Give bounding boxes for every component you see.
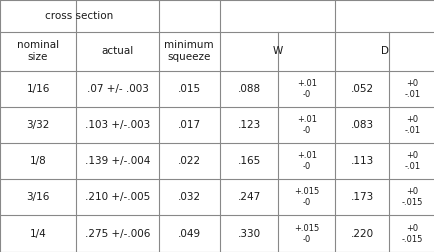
Text: .220: .220 bbox=[350, 229, 373, 239]
Text: .07 +/- .003: .07 +/- .003 bbox=[86, 84, 148, 94]
Text: cross section: cross section bbox=[45, 11, 113, 21]
Text: .083: .083 bbox=[350, 120, 373, 130]
Text: .015: .015 bbox=[177, 84, 201, 94]
Text: .123: .123 bbox=[237, 120, 260, 130]
Text: .103 +/-.003: .103 +/-.003 bbox=[85, 120, 150, 130]
Text: +0
-.01: +0 -.01 bbox=[403, 79, 419, 99]
Text: +0
-.015: +0 -.015 bbox=[401, 187, 422, 207]
Text: .275 +/-.006: .275 +/-.006 bbox=[85, 229, 150, 239]
Text: .032: .032 bbox=[177, 192, 201, 202]
Text: 1/16: 1/16 bbox=[26, 84, 49, 94]
Text: .017: .017 bbox=[177, 120, 201, 130]
Text: +.015
-0: +.015 -0 bbox=[293, 224, 319, 244]
Text: actual: actual bbox=[101, 46, 133, 56]
Text: minimum
squeeze: minimum squeeze bbox=[164, 40, 214, 62]
Text: .049: .049 bbox=[177, 229, 201, 239]
Text: +.01
-0: +.01 -0 bbox=[296, 115, 316, 135]
Text: 1/4: 1/4 bbox=[30, 229, 46, 239]
Text: .139 +/-.004: .139 +/-.004 bbox=[85, 156, 150, 166]
Text: .052: .052 bbox=[350, 84, 373, 94]
Text: .330: .330 bbox=[237, 229, 260, 239]
Text: +0
-.01: +0 -.01 bbox=[403, 151, 419, 171]
Text: .165: .165 bbox=[237, 156, 260, 166]
Text: +0
-.015: +0 -.015 bbox=[401, 224, 422, 244]
Text: D: D bbox=[380, 46, 388, 56]
Text: 1/8: 1/8 bbox=[30, 156, 46, 166]
Text: +.01
-0: +.01 -0 bbox=[296, 79, 316, 99]
Text: .210 +/-.005: .210 +/-.005 bbox=[85, 192, 150, 202]
Text: +.01
-0: +.01 -0 bbox=[296, 151, 316, 171]
Text: nominal
size: nominal size bbox=[17, 40, 59, 62]
Text: W: W bbox=[272, 46, 282, 56]
Text: .173: .173 bbox=[350, 192, 373, 202]
Text: 3/32: 3/32 bbox=[26, 120, 49, 130]
Text: +0
-.01: +0 -.01 bbox=[403, 115, 419, 135]
Text: .022: .022 bbox=[177, 156, 201, 166]
Text: .113: .113 bbox=[350, 156, 373, 166]
Text: .088: .088 bbox=[237, 84, 260, 94]
Text: +.015
-0: +.015 -0 bbox=[293, 187, 319, 207]
Text: .247: .247 bbox=[237, 192, 260, 202]
Text: 3/16: 3/16 bbox=[26, 192, 49, 202]
